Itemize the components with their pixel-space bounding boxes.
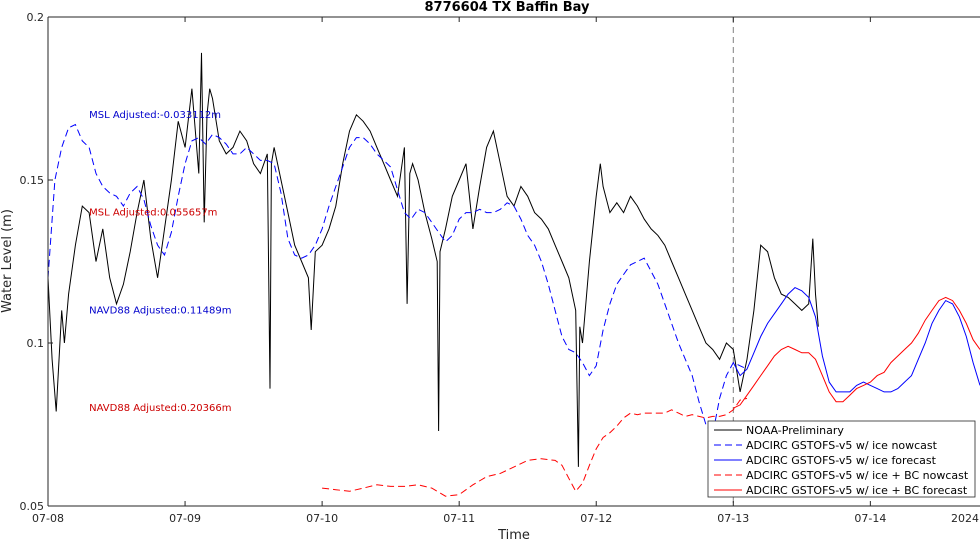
x-tick-label: 07-08 (32, 512, 64, 525)
x-tick-label: 07-09 (169, 512, 201, 525)
legend-label-4: ADCIRC GSTOFS-v5 w/ ice + BC forecast (746, 484, 968, 497)
y-axis-label: Water Level (m) (0, 209, 15, 313)
year-label: 2024 (951, 512, 979, 525)
legend-box (707, 420, 976, 498)
series-line-3 (322, 397, 748, 497)
series-line-1 (47, 123, 748, 436)
x-axis-label: Time (497, 528, 530, 541)
legend-label-0: NOAA-Preliminary (746, 424, 844, 437)
chart-title: 8776604 TX Baffin Bay (425, 0, 591, 15)
x-tick-label: 07-12 (580, 512, 612, 525)
datum-annotation: MSL Adjusted:0.055657m (89, 208, 217, 219)
y-tick-label: 0.1 (27, 337, 45, 350)
annotation-layer: MSL Adjusted:-0.033112m MSL Adjusted:0.05… (89, 110, 231, 414)
data-layer (47, 17, 980, 506)
x-tick-label: 07-11 (443, 512, 475, 525)
series-line-2 (732, 287, 980, 393)
legend-label-1: ADCIRC GSTOFS-v5 w/ ice nowcast (746, 439, 938, 452)
y-tick-label: 0.15 (20, 174, 45, 187)
legend-label-2: ADCIRC GSTOFS-v5 w/ ice forecast (746, 454, 937, 467)
x-tick-label: 07-14 (854, 512, 886, 525)
datum-annotation: NAVD88 Adjusted:0.20366m (89, 403, 231, 414)
x-tick-label: 07-10 (306, 512, 338, 525)
legend-label-3: ADCIRC GSTOFS-v5 w/ ice + BC nowcast (746, 469, 969, 482)
series-line-0 (47, 52, 819, 467)
datum-annotation: MSL Adjusted:-0.033112m (89, 110, 221, 121)
y-tick-label: 0.2 (27, 11, 45, 24)
y-tick-label: 0.05 (20, 500, 45, 513)
datum-annotation: NAVD88 Adjusted:0.11489m (89, 305, 231, 316)
legend: NOAA-Preliminary ADCIRC GSTOFS-v5 w/ ice … (707, 420, 976, 498)
axes-layer: 07-08 07-09 07-10 07-11 07-12 07-13 07-14 0.05 0… (20, 11, 980, 525)
series-line-4 (733, 296, 980, 409)
x-tick-label: 07-13 (717, 512, 749, 525)
